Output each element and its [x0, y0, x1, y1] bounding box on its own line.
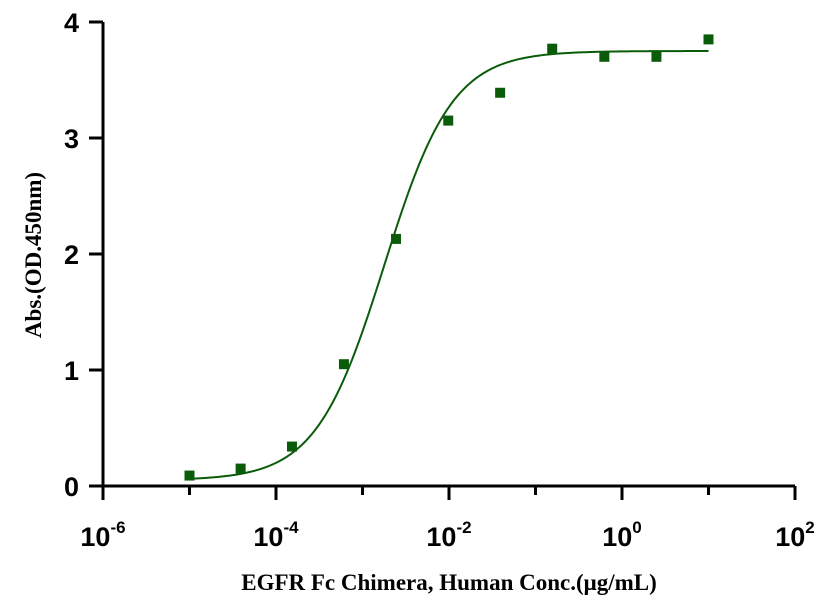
x-tick-label: 102 [775, 518, 815, 552]
x-axis-title: EGFR Fc Chimera, Human Conc.(μg/mL) [241, 570, 657, 595]
data-point [184, 470, 195, 481]
y-tick-label: 1 [64, 356, 79, 386]
data-points [184, 34, 714, 481]
data-point [651, 51, 662, 62]
data-point [703, 34, 714, 45]
data-point [338, 359, 349, 370]
data-point [599, 51, 610, 62]
y-tick-label: 4 [64, 8, 79, 38]
y-tick-label: 3 [64, 124, 79, 154]
x-tick-base: 10 [775, 522, 805, 552]
fit-curve [189, 50, 709, 480]
data-point [547, 43, 558, 54]
x-axis: 10-6 10-4 10-2 100 102 [80, 484, 815, 552]
x-tick-label: 10-2 [426, 518, 471, 552]
x-tick-exponent: 0 [632, 518, 641, 537]
y-axis: 0 1 2 3 4 [64, 8, 105, 502]
x-tick-label: 10-6 [80, 518, 125, 552]
data-point [443, 115, 454, 126]
x-tick-label: 100 [602, 518, 642, 552]
x-tick-base: 10 [602, 522, 632, 552]
x-tick-base: 10 [253, 522, 283, 552]
y-axis-title: Abs.(OD.450nm) [21, 172, 46, 338]
x-tick-exponent: -4 [283, 518, 299, 537]
y-ticks: 0 1 2 3 4 [64, 8, 103, 502]
y-tick-label: 2 [64, 240, 79, 270]
y-tick-label: 0 [64, 472, 79, 502]
data-point [235, 463, 246, 474]
x-tick-exponent: -6 [110, 518, 125, 537]
x-tick-base: 10 [426, 522, 456, 552]
data-point [391, 233, 402, 244]
x-tick-base: 10 [80, 522, 110, 552]
x-tick-label: 10-4 [253, 518, 299, 552]
data-point [286, 441, 297, 452]
x-tick-exponent: -2 [456, 518, 471, 537]
x-ticks: 10-6 10-4 10-2 100 102 [80, 486, 815, 552]
x-tick-exponent: 2 [805, 518, 814, 537]
data-point [495, 87, 506, 98]
